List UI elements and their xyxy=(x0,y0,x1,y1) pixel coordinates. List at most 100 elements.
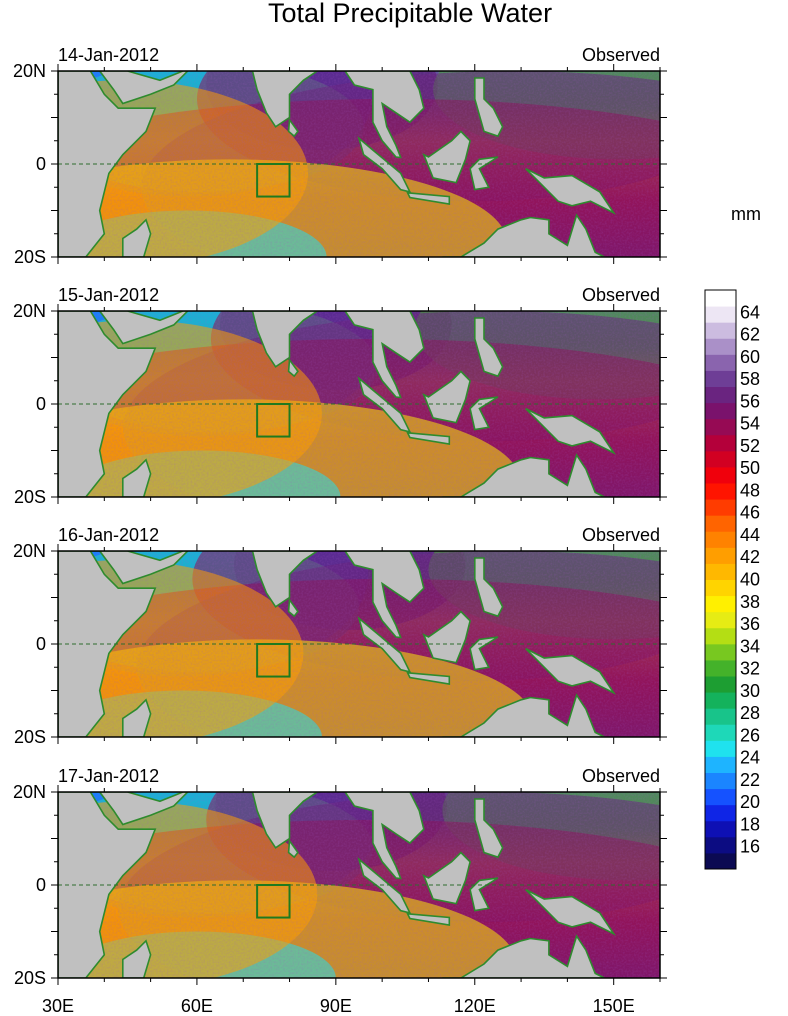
land-polygon xyxy=(442,453,605,497)
colorbar-segment xyxy=(705,370,736,387)
colorbar-segment xyxy=(705,804,736,822)
region-box xyxy=(256,884,291,919)
colorbar-tick-label: 40 xyxy=(740,570,760,590)
colorbar-segment xyxy=(705,434,736,452)
colorbar-segment xyxy=(705,756,736,773)
colorbar-segment xyxy=(705,402,736,420)
land-polygon xyxy=(90,311,189,345)
colorbar-segment xyxy=(705,852,736,870)
colorbar-segment xyxy=(705,338,736,355)
land-polygon xyxy=(122,698,152,737)
land-polygon xyxy=(422,851,471,905)
land-polygon xyxy=(406,431,451,445)
colorbar-segment xyxy=(705,708,736,725)
colorbar-segment xyxy=(705,418,736,436)
colorbar-tick-label: 54 xyxy=(740,414,760,434)
colorbar-tick-label: 24 xyxy=(740,748,760,768)
y-tick-label: 20S xyxy=(14,968,46,988)
land-polygon xyxy=(422,370,471,424)
colorbar-segment xyxy=(705,563,736,580)
x-tick-label: 90E xyxy=(320,996,352,1016)
land-polygon xyxy=(287,117,299,138)
colorbar-tick-label: 62 xyxy=(740,325,760,345)
colorbar-segment xyxy=(705,466,736,484)
land-polygon xyxy=(469,156,499,191)
land-polygon xyxy=(469,636,499,671)
colorbar-tick-label: 30 xyxy=(740,681,760,701)
colorbar-segment xyxy=(705,643,736,661)
colorbar-tick-label: 36 xyxy=(740,614,760,634)
y-tick-label: 20N xyxy=(13,541,46,561)
colorbar-segment xyxy=(705,820,736,838)
land-polygon xyxy=(229,71,319,128)
panel-date: 16-Jan-2012 xyxy=(58,525,159,545)
colorbar-unit: mm xyxy=(731,204,761,224)
land-polygon xyxy=(229,551,319,608)
land-polygon xyxy=(90,71,189,105)
colorbar-tick-label: 48 xyxy=(740,480,760,500)
land-polygon xyxy=(406,671,451,685)
land-polygon xyxy=(422,610,471,664)
land-polygon xyxy=(357,376,412,434)
land-polygon xyxy=(90,551,189,585)
land-polygon xyxy=(474,557,504,618)
land-polygon xyxy=(229,311,319,368)
x-tick-label: 120E xyxy=(454,996,496,1016)
land-polygon xyxy=(525,647,617,695)
colorbar-segment xyxy=(705,724,736,741)
map-panel-4: 20N 0 20S 17-Jan-2012 Observed xyxy=(13,766,667,988)
map-panel-1: 20N 0 20S 14-Jan-2012 Observed xyxy=(13,45,667,267)
colorbar-tick-label: 34 xyxy=(740,636,760,656)
colorbar-segment xyxy=(705,322,736,339)
colorbar-segment xyxy=(705,515,736,532)
colorbar-tick-label: 44 xyxy=(740,525,760,545)
colorbar-tick-label: 58 xyxy=(740,369,760,389)
colorbar-tick-label: 46 xyxy=(740,503,760,523)
map-panel-3: 20N 0 20S 16-Jan-2012 Observed xyxy=(13,525,667,747)
colorbar-segment xyxy=(705,772,736,790)
colorbar-tick-label: 60 xyxy=(740,347,760,367)
land-polygon xyxy=(287,838,299,859)
colorbar-tick-label: 22 xyxy=(740,770,760,790)
panel-date: 17-Jan-2012 xyxy=(58,766,159,786)
land-polygon xyxy=(474,317,504,378)
land-polygon xyxy=(122,218,152,257)
land-polygon xyxy=(474,798,504,859)
land-polygon xyxy=(344,71,425,159)
colorbar-segment xyxy=(705,676,736,693)
colorbar-tick-label: 56 xyxy=(740,391,760,411)
map-panel-2: 20N 0 20S 15-Jan-2012 Observed xyxy=(13,285,667,507)
colorbar-segment xyxy=(705,836,736,854)
colorbar-tick-label: 26 xyxy=(740,725,760,745)
land-polygon xyxy=(287,597,299,618)
land-polygon xyxy=(90,792,189,826)
panel-date: 14-Jan-2012 xyxy=(58,45,159,65)
land-polygon xyxy=(525,407,617,455)
land-polygon xyxy=(474,77,504,138)
land-polygon xyxy=(422,130,471,184)
colorbar-segment xyxy=(705,740,736,757)
panel-label: Observed xyxy=(582,525,660,545)
y-tick-label: 20S xyxy=(14,487,46,507)
land-polygon xyxy=(442,213,605,257)
colorbar-segment xyxy=(705,483,736,500)
colorbar-segment xyxy=(705,692,736,709)
colorbar-segment xyxy=(705,290,736,307)
land-polygon xyxy=(344,311,425,399)
x-tick-label: 150E xyxy=(593,996,635,1016)
colorbar-tick-label: 38 xyxy=(740,592,760,612)
panel-date: 15-Jan-2012 xyxy=(58,285,159,305)
land-polygon xyxy=(469,396,499,431)
y-tick-label: 20S xyxy=(14,247,46,267)
y-tick-label: 20N xyxy=(13,301,46,321)
colorbar-segment xyxy=(705,386,736,404)
x-tick-label: 30E xyxy=(42,996,74,1016)
region-box xyxy=(256,163,291,198)
land-polygon xyxy=(442,934,605,978)
land-polygon xyxy=(287,357,299,378)
colorbar-segment xyxy=(705,499,736,516)
y-tick-label: 0 xyxy=(36,634,46,654)
colorbar-tick-label: 16 xyxy=(740,837,760,857)
